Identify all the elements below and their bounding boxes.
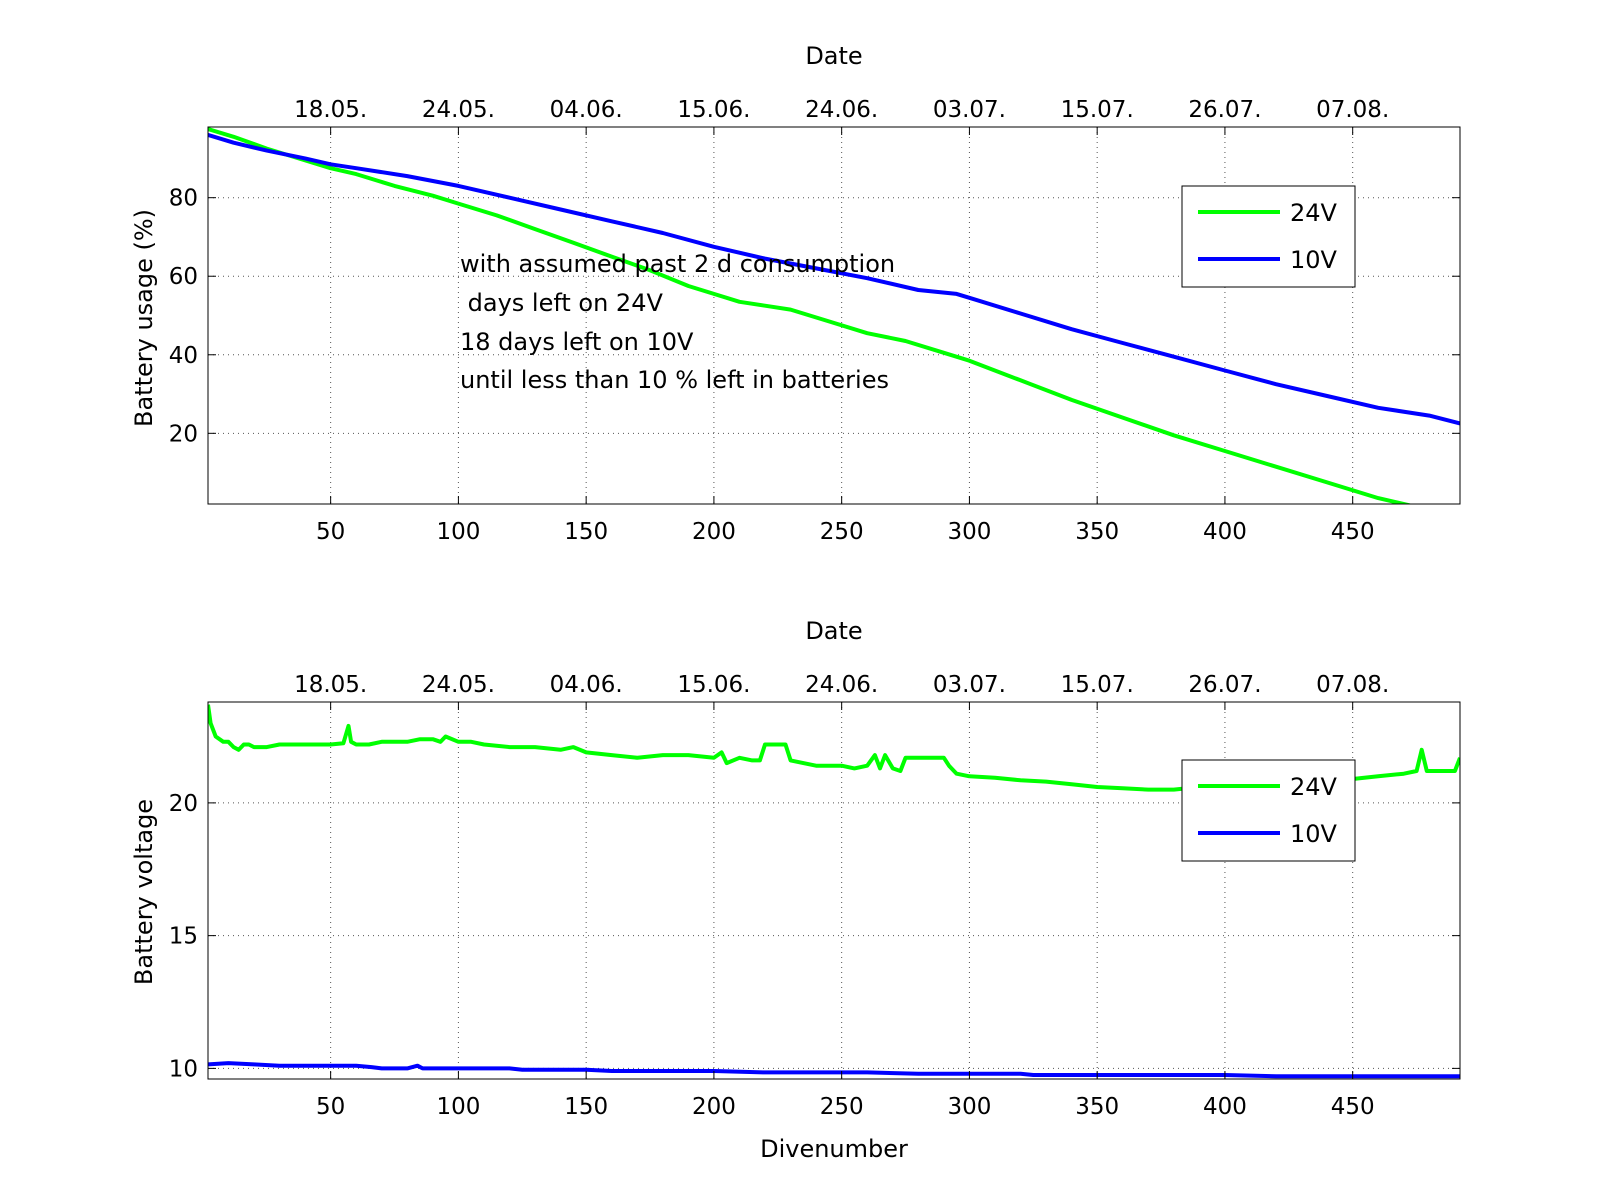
top-x-tick-label: 15.07. (1061, 97, 1134, 123)
y-tick-label: 20 (169, 791, 198, 817)
plot-frame (207, 126, 1461, 505)
top-x-tick-label: 03.07. (933, 672, 1006, 698)
series-lines (208, 127, 1460, 504)
y-tick-label: 40 (169, 343, 198, 369)
annotation-line-3: 18 days left on 10V (460, 328, 694, 356)
legend-label-10v: 10V (1290, 820, 1338, 848)
series-line-10v (208, 132, 1460, 426)
top-x-tick-label: 07.08. (1316, 672, 1389, 698)
top-x-tick-label: 24.05. (422, 672, 495, 698)
annotation-text: with assumed past 2 d consumption days l… (460, 250, 895, 394)
battery-voltage-panel: 50 100 150 200 250 300 350 400 450 18.05. 24.05. 04… (130, 617, 1461, 1163)
legend-label-24v: 24V (1290, 199, 1338, 227)
x-tick-label: 350 (1075, 1094, 1119, 1120)
top-x-tick-label: 26.07. (1188, 672, 1261, 698)
plot-frame (207, 701, 1461, 1080)
top-x-tick-label: 04.06. (550, 672, 623, 698)
legend: 24V 10V (1181, 759, 1356, 862)
top-x-tick-label: 15.07. (1061, 672, 1134, 698)
top-x-tick-label: 18.05. (294, 97, 367, 123)
top-x-tick-label: 15.06. (677, 97, 750, 123)
series-lines (208, 704, 1460, 1079)
x-tick-label: 50 (316, 519, 345, 545)
plot-area-background (208, 702, 1460, 1079)
x-tick-label: 200 (692, 519, 736, 545)
x-axis-title: Divenumber (760, 1135, 908, 1163)
x-tick-label: 250 (820, 1094, 864, 1120)
grid-lines (208, 127, 1460, 504)
ticks: 50 100 150 200 250 300 350 400 450 18.05. 24.05. 04… (169, 97, 1460, 545)
series-group (208, 704, 1460, 1079)
x-tick-label: 200 (692, 1094, 736, 1120)
y-tick-label: 10 (169, 1056, 198, 1082)
plot-area-background (208, 127, 1460, 504)
x-tick-label: 350 (1075, 519, 1119, 545)
y-tick-label: 80 (169, 186, 198, 212)
x-tick-label: 150 (564, 519, 608, 545)
x-tick-label: 150 (564, 1094, 608, 1120)
legend-box (1181, 185, 1356, 288)
series-line-24v (208, 704, 1460, 792)
series-line-10v (208, 1061, 1460, 1079)
annotation-line-2: days left on 24V (460, 289, 663, 317)
top-x-tick-label: 24.06. (805, 97, 878, 123)
legend-label-10v: 10V (1290, 246, 1338, 274)
top-x-tick-label: 26.07. (1188, 97, 1261, 123)
annotation-line-1: with assumed past 2 d consumption (460, 250, 895, 278)
x-tick-label: 450 (1331, 519, 1375, 545)
x-tick-label: 400 (1203, 1094, 1247, 1120)
battery-usage-panel: 50 100 150 200 250 300 350 400 450 18.05. 24.05. 04… (130, 42, 1461, 545)
x-tick-label: 450 (1331, 1094, 1375, 1120)
top-x-tick-label: 04.06. (550, 97, 623, 123)
top-x-tick-label: 24.05. (422, 97, 495, 123)
y-tick-label: 15 (169, 924, 198, 950)
top-x-tick-label: 24.06. (805, 672, 878, 698)
series-group (208, 127, 1460, 504)
x-tick-label: 300 (947, 1094, 991, 1120)
y-axis-title: Battery voltage (130, 799, 158, 985)
x-tick-label: 250 (820, 519, 864, 545)
top-axis-title: Date (805, 42, 862, 70)
series-line-24v (208, 127, 1413, 504)
top-x-tick-label: 15.06. (677, 672, 750, 698)
y-tick-label: 60 (169, 264, 198, 290)
x-tick-label: 100 (436, 1094, 480, 1120)
legend: 24V 10V (1181, 185, 1356, 288)
x-tick-label: 50 (316, 1094, 345, 1120)
top-x-tick-label: 03.07. (933, 97, 1006, 123)
annotation-line-4: until less than 10 % left in batteries (460, 366, 889, 394)
legend-label-24v: 24V (1290, 773, 1338, 801)
x-tick-label: 100 (436, 519, 480, 545)
ticks: 50 100 150 200 250 300 350 400 450 18.05. 24.05. 04… (169, 672, 1460, 1120)
x-tick-label: 300 (947, 519, 991, 545)
top-axis-title: Date (805, 617, 862, 645)
x-tick-label: 400 (1203, 519, 1247, 545)
y-tick-label: 20 (169, 421, 198, 447)
top-x-tick-label: 07.08. (1316, 97, 1389, 123)
grid-lines (208, 702, 1460, 1079)
legend-box (1181, 759, 1356, 862)
top-x-tick-label: 18.05. (294, 672, 367, 698)
y-axis-title: Battery usage (%) (130, 209, 158, 427)
